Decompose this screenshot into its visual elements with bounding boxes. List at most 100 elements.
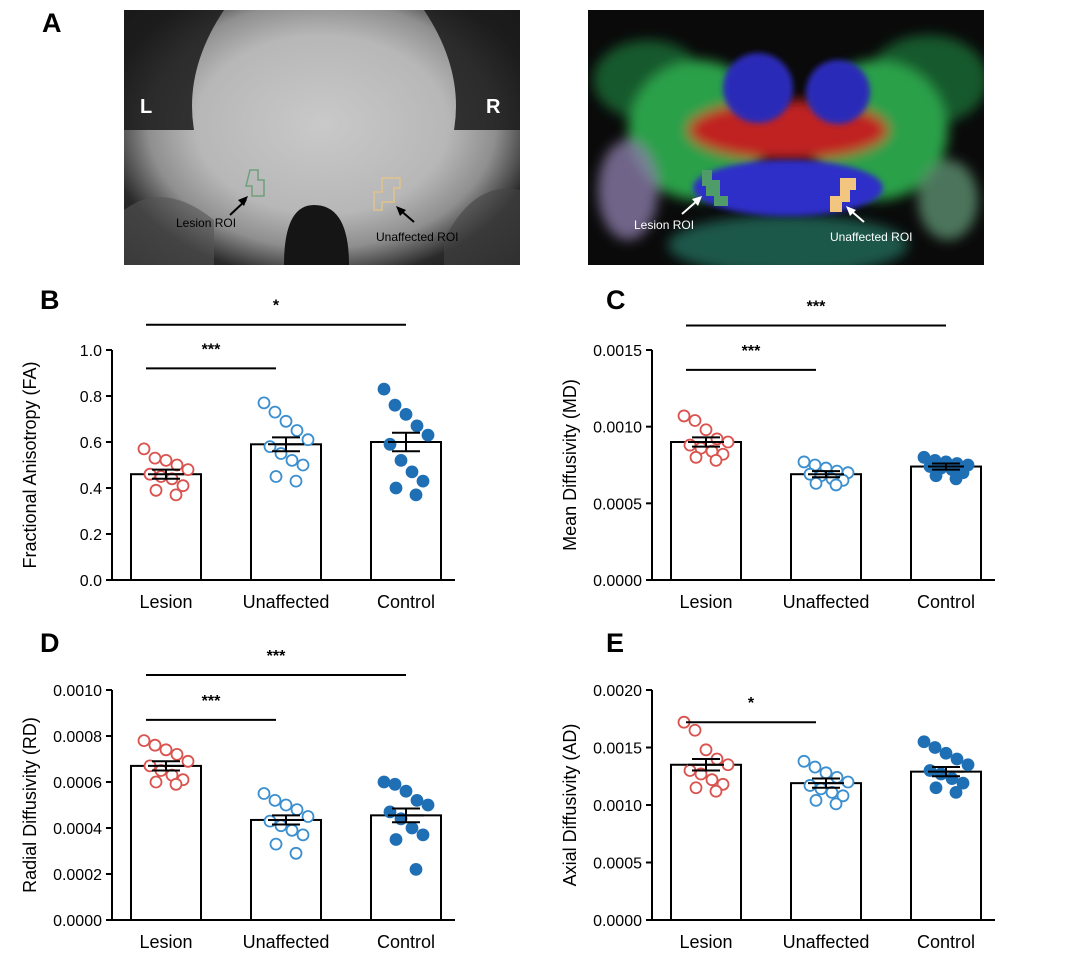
data-point-unaffected [268,793,282,807]
significance-label: * [273,298,280,315]
panel-letter-a: A [42,8,62,38]
data-point-control [405,465,419,479]
data-point-unaffected [279,414,293,428]
data-point-control [405,821,419,835]
y-tick-label: 0.2 [80,527,102,544]
x-tick-label: Lesion [679,592,732,612]
data-point-lesion [721,758,735,772]
significance-label: *** [742,343,761,360]
data-point-control [934,767,948,781]
data-point-control [956,776,970,790]
data-point-control [949,785,963,799]
right-marker: R [486,96,501,118]
y-tick-label: 0.0005 [593,856,642,873]
data-point-unaffected [803,779,817,792]
bar-lesion [670,441,742,581]
data-point-control [410,793,424,807]
bar-control [910,770,982,921]
y-tick-label: 0.0015 [593,741,642,758]
y-tick-label: 0.0000 [593,913,642,930]
mri-overlay [124,10,520,265]
x-tick-label: Lesion [679,932,732,952]
data-point-lesion [699,743,713,757]
data-point-lesion [148,451,162,465]
data-point-unaffected [257,787,271,800]
data-point-control [949,472,963,486]
data-point-unaffected [279,798,293,812]
data-point-lesion [699,423,713,437]
chart-md: 0.0000 0.0005 0.0010 0.0015 Mean Diffusivity… [560,298,995,612]
y-axis-label: Axial Diffusivity (AD) [560,724,580,887]
dti-lesion-roi-label: Lesion ROI [634,218,695,232]
data-point-unaffected [836,789,850,803]
data-point-unaffected [841,775,855,789]
y-tick-label: 0.0010 [53,683,102,700]
data-point-unaffected [829,478,843,492]
chart-rd: 0.0000 0.0002 0.0004 0.0006 0.0008 0.0010 Radi… [20,648,455,952]
dti-unaffected-roi-label: Unaffected ROI [830,230,913,244]
data-point-unaffected [289,846,303,860]
bar-control [370,814,442,922]
data-point-control [950,752,964,766]
data-point-unaffected [296,458,310,472]
data-point-control [399,784,413,798]
significance-label: * [748,695,755,712]
x-tick-label: Lesion [139,932,192,952]
y-tick-label: 0.0000 [593,573,642,590]
data-point-lesion [677,409,691,423]
data-point-unaffected [797,754,811,768]
bar-unaffected [790,473,862,581]
data-point-control [410,419,424,433]
data-point-lesion [154,470,168,483]
data-point-lesion [721,435,735,449]
data-point-control [388,777,402,791]
data-point-control [939,746,953,760]
mri-unaffected-roi-label: Unaffected ROI [376,230,459,244]
data-point-unaffected [257,396,271,410]
bar-control [370,441,442,581]
data-point-control [416,828,430,842]
panel-letter-c: C [606,285,626,315]
data-point-unaffected [274,447,288,460]
data-point-unaffected [296,828,310,842]
y-tick-label: 0.0004 [53,821,102,838]
y-tick-label: 0.0000 [53,913,102,930]
y-tick-label: 0.0010 [593,420,642,437]
data-point-control [389,833,403,846]
data-point-control [409,488,423,502]
bar-unaffected [250,818,322,921]
data-point-lesion [159,743,173,757]
data-point-lesion [689,450,703,464]
data-point-unaffected [290,803,304,817]
data-point-lesion [181,754,195,768]
chart-fa: 0.0 0.2 0.4 0.6 0.8 1.0 Fractional Anisotropy … [20,298,455,612]
data-point-unaffected [268,405,282,419]
data-point-control [421,428,435,442]
dti-color-map: Lesion ROI Unaffected ROI [588,10,984,265]
data-point-control [409,862,423,876]
y-tick-label: 0.0006 [53,775,102,792]
dti-overlay [593,35,984,265]
data-point-lesion [148,738,162,752]
x-tick-label: Unaffected [783,592,870,612]
y-tick-label: 0.4 [80,481,102,498]
y-tick-label: 0.0015 [593,343,642,360]
x-tick-label: Lesion [139,592,192,612]
data-point-control [394,453,408,467]
data-point-unaffected [830,770,844,784]
y-axis-label: Radial Diffusivity (RD) [20,717,40,893]
x-tick-label: Control [377,592,435,612]
data-point-unaffected [290,424,304,437]
data-point-control [421,798,435,812]
data-point-lesion [137,442,151,456]
significance-label: *** [202,693,221,710]
panel-letter-d: D [40,628,60,658]
data-point-lesion [688,414,702,427]
data-point-control [377,775,391,789]
bar-unaffected [250,443,322,581]
data-point-unaffected [301,810,315,823]
data-point-unaffected [797,455,811,469]
bar-lesion [130,764,202,921]
y-tick-label: 0.6 [80,435,102,452]
data-point-unaffected [808,760,822,774]
